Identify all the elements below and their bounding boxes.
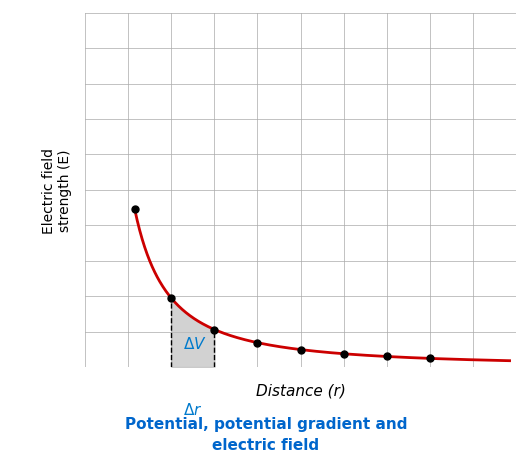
X-axis label: Distance (r): Distance (r) (256, 383, 345, 398)
Text: $\Delta r$: $\Delta r$ (183, 401, 203, 417)
Text: $\Delta V$: $\Delta V$ (183, 336, 207, 352)
Text: Potential, potential gradient and
electric field: Potential, potential gradient and electr… (124, 416, 408, 452)
Y-axis label: Electric field
strength (E): Electric field strength (E) (41, 148, 72, 233)
